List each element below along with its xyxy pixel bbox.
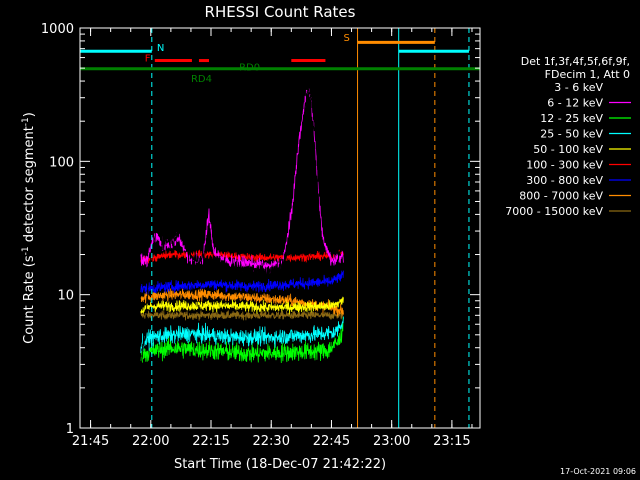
- legend-header-line: Det 1f,3f,4f,5f,6f,9f,: [521, 55, 630, 68]
- marker-label-n: N: [157, 43, 164, 54]
- plot-frame: [79, 27, 481, 429]
- legend-label-800-7000-kev: 800 - 7000 keV: [519, 190, 603, 203]
- legend-header-line: FDecim 1, Att 0: [545, 68, 630, 81]
- legend-label-50-100-kev: 50 - 100 keV: [533, 143, 603, 156]
- series-line-25-50-kev: [140, 316, 344, 354]
- y-axis-label-part: Count Rate (s: [22, 255, 37, 344]
- y-axis-label-part: detector segment: [22, 126, 37, 246]
- y-tick-label: 100: [49, 155, 74, 170]
- plot-data-layer: [140, 88, 344, 369]
- x-tick-label: 22:00: [132, 434, 169, 449]
- legend-label-7000-15000-kev: 7000 - 15000 keV: [505, 205, 603, 218]
- y-axis-label: Count Rate (s-1 detector segment-1): [21, 112, 37, 344]
- x-tick-label: 22:15: [192, 434, 229, 449]
- footer-date: 17-Oct-2021 09:06: [560, 467, 636, 476]
- y-tick-label: 10: [57, 289, 74, 304]
- series-line-7000-15000-kev: [140, 310, 344, 321]
- x-tick-label: 22:45: [313, 434, 350, 449]
- legend-label-6-12-kev: 6 - 12 keV: [547, 97, 603, 110]
- y-tick-label: 1: [66, 422, 74, 437]
- x-tick-label: 22:30: [253, 434, 290, 449]
- marker-label-f: F: [145, 54, 151, 65]
- y-axis-label-part: ): [22, 112, 37, 117]
- x-tick-label: 21:45: [72, 434, 109, 449]
- series-line-50-100-kev: [140, 296, 344, 315]
- legend-label-3-6-kev: 3 - 6 keV: [554, 81, 603, 94]
- chart-title: RHESSI Count Rates: [205, 3, 356, 21]
- series-line-300-800-kev: [140, 270, 344, 295]
- y-axis-label-exponent: -1: [21, 117, 31, 126]
- y-axis-label-exponent: -1: [21, 246, 31, 255]
- series-line-3-6-kev: [140, 88, 344, 369]
- x-tick-label: 23:15: [433, 434, 470, 449]
- axis-layer: 21:45 22:00 22:15 22:30 22:45 23:00 23:15 1 10 10…: [41, 22, 480, 449]
- legend-label-100-300-kev: 100 - 300 keV: [526, 159, 603, 172]
- legend-label-12-25-kev: 12 - 25 keV: [540, 112, 603, 125]
- legend-label-25-50-kev: 25 - 50 keV: [540, 128, 603, 141]
- x-tick-label: 23:00: [373, 434, 410, 449]
- legend-label-300-800-kev: 300 - 800 keV: [526, 174, 603, 187]
- marker-label-s: S: [343, 33, 349, 44]
- marker-label-rd4: RD4: [191, 74, 212, 85]
- marker-label-rd0: RD0: [239, 63, 260, 74]
- series-line-12-25-kev: [140, 317, 344, 364]
- series-line-100-300-kev: [140, 249, 344, 266]
- y-tick-label: 1000: [41, 22, 74, 37]
- x-axis-label: Start Time (18-Dec-07 21:42:22): [174, 457, 386, 472]
- legend: Det 1f,3f,4f,5f,6f,9f,FDecim 1, Att 03 -…: [505, 55, 631, 218]
